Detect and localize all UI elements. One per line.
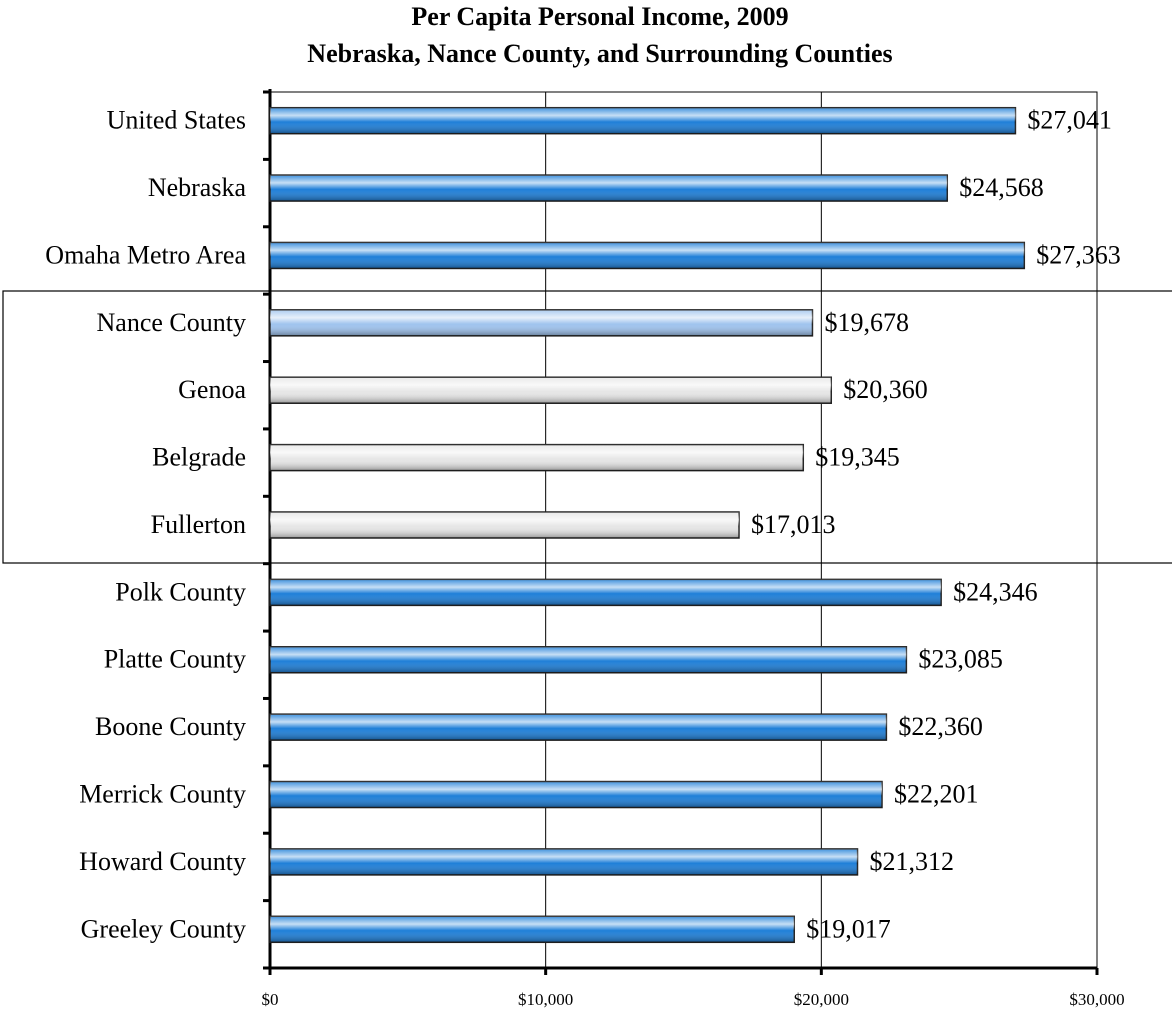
- value-label: $17,013: [751, 510, 836, 539]
- bar-shine: [270, 309, 813, 336]
- y-tick-label: Nance County: [97, 308, 246, 337]
- bar-shine: [270, 579, 942, 606]
- value-label: $24,568: [959, 173, 1043, 202]
- value-label: $27,363: [1036, 240, 1121, 269]
- bar-shine: [270, 444, 804, 471]
- y-tick-label: Fullerton: [151, 510, 246, 539]
- chart-title: Per Capita Personal Income, 2009: [411, 2, 788, 31]
- bar-shine: [270, 377, 832, 404]
- bar-shine: [270, 646, 907, 673]
- value-label: $21,312: [870, 847, 955, 876]
- bar-shine: [270, 512, 739, 538]
- bar-shine: [270, 107, 1016, 134]
- bar-shine: [270, 916, 795, 943]
- y-tick-label: Boone County: [95, 712, 246, 741]
- y-tick-label: Merrick County: [79, 780, 246, 809]
- y-tick-label: Omaha Metro Area: [45, 240, 246, 269]
- y-tick-label: United States: [107, 106, 246, 135]
- y-tick-label: Polk County: [115, 577, 246, 606]
- value-label: $20,360: [843, 375, 928, 404]
- y-tick-label: Greeley County: [81, 914, 246, 943]
- value-label: $22,201: [894, 780, 979, 809]
- bar-shine: [270, 848, 858, 875]
- x-tick-label: $20,000: [794, 990, 849, 1009]
- value-label: $19,017: [806, 914, 891, 943]
- x-tick-label: $30,000: [1069, 990, 1124, 1009]
- y-tick-label: Howard County: [79, 847, 246, 876]
- y-tick-label: Genoa: [178, 375, 246, 404]
- value-label: $19,345: [815, 443, 900, 472]
- value-label: $19,678: [824, 308, 909, 337]
- value-label: $22,360: [898, 712, 983, 741]
- y-tick-label: Nebraska: [148, 173, 247, 202]
- chart-subtitle: Nebraska, Nance County, and Surrounding …: [307, 39, 892, 68]
- y-tick-label: Platte County: [104, 645, 246, 674]
- value-label: $23,085: [918, 645, 1003, 674]
- bar-shine: [270, 781, 883, 808]
- value-label: $27,041: [1027, 106, 1112, 135]
- highlight-box: [2, 290, 1172, 564]
- x-tick-label: $0: [262, 990, 279, 1009]
- x-tick-label: $10,000: [518, 990, 573, 1009]
- value-label: $24,346: [953, 577, 1038, 606]
- bar-shine: [270, 175, 948, 202]
- bar-shine: [270, 242, 1025, 269]
- y-tick-label: Belgrade: [152, 443, 246, 472]
- bar-shine: [270, 714, 887, 741]
